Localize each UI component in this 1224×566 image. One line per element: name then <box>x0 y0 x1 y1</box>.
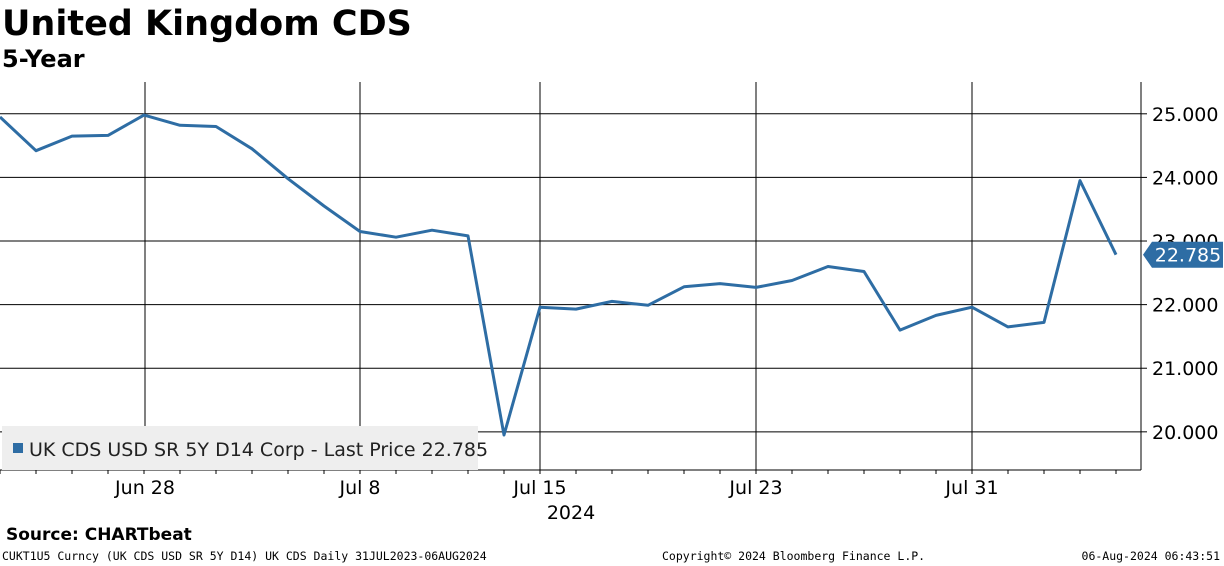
series-layer <box>0 113 1118 437</box>
x-tick-label: Jul 31 <box>944 477 998 499</box>
x-tick-label: Jun 28 <box>114 477 175 499</box>
source-label: Source: CHARTbeat <box>6 525 192 545</box>
y-tick-label: 24.000 <box>1152 167 1218 189</box>
x-tick-label: Jul 8 <box>338 477 380 499</box>
legend-swatch <box>13 443 23 453</box>
gridlines <box>0 82 1141 470</box>
axes: 20.00021.00022.00023.00024.00025.000Jun … <box>0 82 1223 524</box>
last-price-label: 22.785 <box>1155 245 1221 267</box>
y-tick-label: 21.000 <box>1152 358 1218 380</box>
series-line <box>0 113 1118 437</box>
x-tick-label: Jul 15 <box>512 477 566 499</box>
y-tick-label: 20.000 <box>1152 422 1218 444</box>
legend-box[interactable] <box>2 426 478 470</box>
cds-line-chart: 20.00021.00022.00023.00024.00025.000Jun … <box>0 82 1223 524</box>
x-year-label: 2024 <box>547 502 595 524</box>
x-tick-label: Jul 23 <box>728 477 782 499</box>
chart-subtitle: 5-Year <box>2 45 85 73</box>
ticker-info: CUKT1U5 Curncy (UK CDS USD SR 5Y D14) UK… <box>2 549 487 563</box>
y-tick-label: 22.000 <box>1152 295 1218 317</box>
last-price-marker <box>1143 241 1223 268</box>
legend-label: UK CDS USD SR 5Y D14 Corp - Last Price 2… <box>29 439 488 461</box>
copyright: Copyright© 2024 Bloomberg Finance L.P. <box>662 549 926 563</box>
chart-title: United Kingdom CDS <box>2 4 412 44</box>
y-tick-label: 25.000 <box>1152 104 1218 126</box>
legend[interactable]: UK CDS USD SR 5Y D14 Corp - Last Price 2… <box>2 426 488 470</box>
timestamp: 06-Aug-2024 06:43:51 <box>1081 549 1220 563</box>
